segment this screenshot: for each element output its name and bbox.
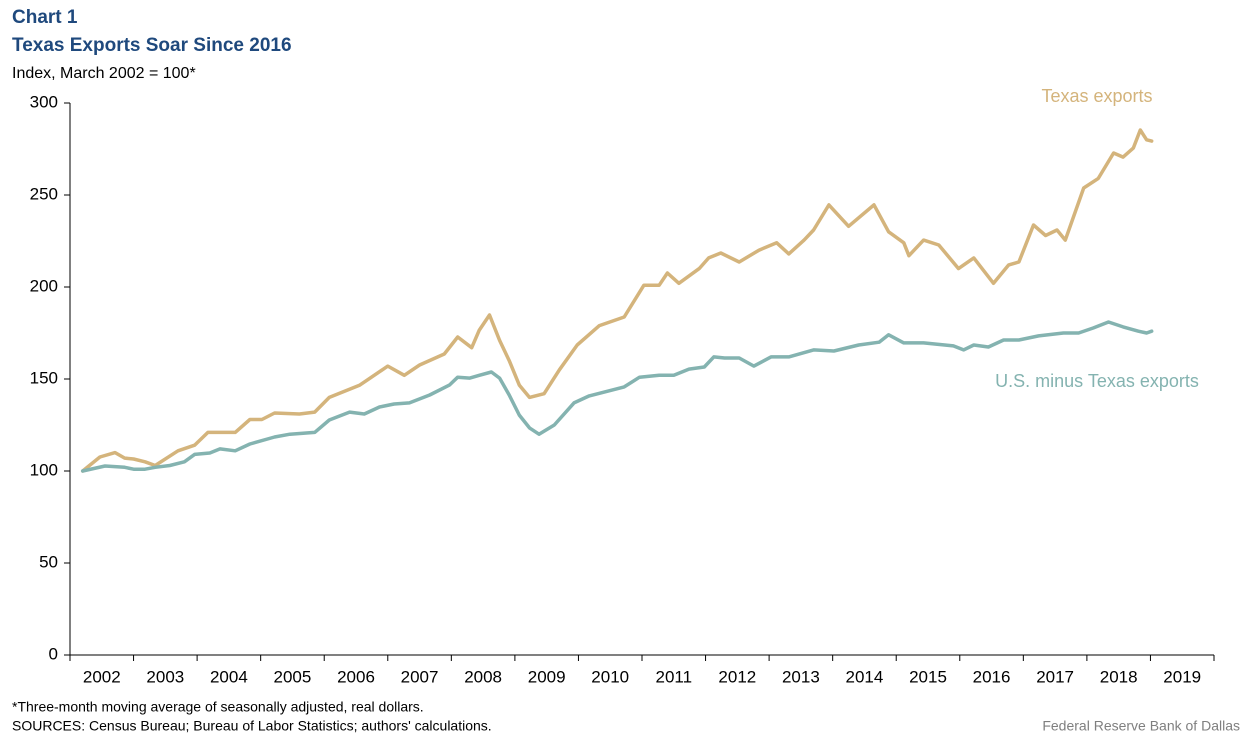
x-tick-label: 2014 — [846, 667, 884, 686]
x-tick-label: 2013 — [782, 667, 820, 686]
chart-title: Texas Exports Soar Since 2016 — [12, 35, 292, 56]
x-tick-label: 2018 — [1100, 667, 1138, 686]
y-axis-label: Index, March 2002 = 100* — [12, 65, 196, 82]
series-line — [80, 128, 1154, 473]
sources: SOURCES: Census Bureau; Bureau of Labor … — [12, 718, 492, 734]
legend-label: Texas exports — [1041, 86, 1152, 106]
x-tick-label: 2019 — [1163, 667, 1201, 686]
x-tick-label: 2009 — [528, 667, 566, 686]
x-tick-label: 2005 — [274, 667, 312, 686]
x-tick-label: 2007 — [401, 667, 439, 686]
footnote: *Three-month moving average of seasonall… — [12, 699, 424, 715]
x-tick-label: 2010 — [591, 667, 629, 686]
x-tick-label: 2015 — [909, 667, 947, 686]
x-tick-label: 2016 — [973, 667, 1011, 686]
legend-label: U.S. minus Texas exports — [995, 371, 1199, 391]
x-tick-label: 2008 — [464, 667, 502, 686]
y-tick-label: 0 — [49, 644, 58, 663]
y-tick-label: 300 — [30, 92, 58, 111]
x-tick-label: 2003 — [146, 667, 184, 686]
series-line — [80, 320, 1154, 473]
y-tick-label: 200 — [30, 276, 58, 295]
x-tick-label: 2006 — [337, 667, 375, 686]
chart-label: Chart 1 — [12, 7, 78, 28]
x-tick-label: 2017 — [1036, 667, 1074, 686]
y-tick-label: 100 — [30, 460, 58, 479]
credit: Federal Reserve Bank of Dallas — [1042, 718, 1240, 734]
x-tick-label: 2011 — [655, 667, 692, 686]
y-tick-label: 50 — [39, 552, 58, 571]
y-tick-label: 250 — [30, 184, 58, 203]
x-tick-label: 2012 — [718, 667, 756, 686]
x-tick-label: 2004 — [210, 667, 248, 686]
x-tick-label: 2002 — [83, 667, 121, 686]
y-tick-label: 150 — [30, 368, 58, 387]
